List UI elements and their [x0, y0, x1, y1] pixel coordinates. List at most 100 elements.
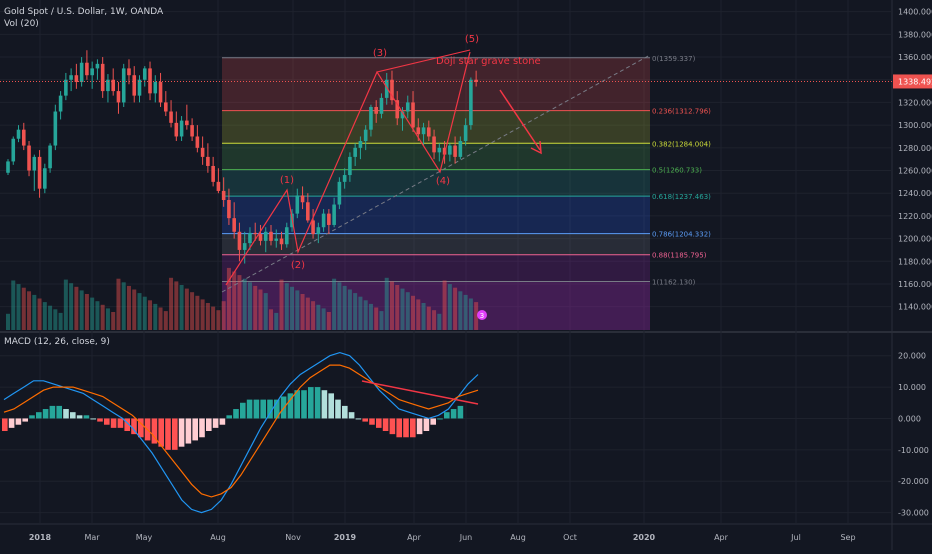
dashed-trend-line[interactable]: [221, 54, 651, 293]
candle-body: [27, 145, 31, 171]
macd-histogram-bar: [396, 418, 402, 438]
volume-bar: [368, 303, 373, 330]
fib-zone: [222, 233, 650, 255]
candle-body: [405, 102, 410, 112]
candle-body: [248, 232, 252, 244]
macd-histogram-bar: [342, 405, 348, 419]
candle-body: [258, 234, 263, 241]
candle-body: [295, 195, 300, 214]
volume-bar: [284, 283, 289, 330]
wave-label: (4): [436, 176, 450, 187]
volume-bar: [447, 284, 452, 330]
forecast-arrow: [499, 89, 541, 151]
volume-bar: [347, 289, 352, 330]
volume-bar: [121, 282, 126, 330]
candle-body: [348, 156, 352, 176]
volume-legend[interactable]: Vol (20): [4, 19, 39, 29]
trend-line[interactable]: [221, 54, 651, 293]
macd-histogram-bar: [212, 418, 219, 428]
macd-tick-label: -10.000: [898, 446, 929, 455]
event-badge-count: 3: [480, 312, 484, 320]
macd-histogram-bar: [423, 418, 430, 431]
time-tick-label: 2018: [29, 533, 52, 542]
candle-body: [369, 106, 373, 130]
volume-bar: [474, 302, 479, 330]
macd-histogram-bar: [104, 418, 110, 425]
signal-line: [3, 364, 479, 498]
volume-bar: [184, 288, 189, 330]
candle-body: [306, 202, 310, 221]
macd-histogram-bar: [90, 418, 96, 420]
macd-histogram-bar: [437, 418, 443, 420]
candle-body: [221, 190, 226, 201]
macd-histogram-bar: [22, 418, 28, 422]
volume-bar: [416, 299, 421, 330]
volume-bar: [326, 312, 331, 330]
price-tick-label: 1300.000: [898, 121, 932, 130]
symbol-legend[interactable]: Gold Spot / U.S. Dollar, 1W, OANDA: [4, 7, 164, 17]
candle-body: [200, 147, 205, 157]
volume-bar: [221, 301, 226, 330]
macd-histogram-bar: [97, 418, 103, 422]
macd-indicator: [2, 351, 479, 514]
volume-bar: [6, 313, 10, 330]
volume-bar: [100, 304, 105, 330]
volume-bar: [463, 294, 468, 330]
time-tick-label: Jul: [790, 533, 801, 542]
volume-bars: [6, 267, 479, 330]
macd-histogram-bar: [430, 418, 436, 425]
candle-body: [127, 68, 131, 76]
candle-body: [211, 165, 215, 182]
candle-body: [232, 218, 236, 232]
volume-bar: [16, 284, 21, 330]
candlestick-series: [6, 50, 478, 264]
candle-body: [474, 79, 478, 83]
volume-bar: [153, 303, 158, 330]
macd-histogram-bar: [450, 409, 457, 419]
volume-bar: [305, 297, 310, 330]
candle-body: [148, 68, 152, 94]
macd-histogram-bar: [314, 387, 321, 419]
divergence-line: [361, 380, 479, 405]
volume-bar: [90, 297, 95, 330]
candle-body: [279, 238, 284, 245]
volume-bar: [195, 295, 200, 330]
volume-bar: [374, 307, 379, 330]
volume-bar: [405, 292, 410, 330]
candle-body: [400, 111, 405, 119]
macd-tick-label: -30.000: [898, 509, 929, 518]
elliott-wave-drawing[interactable]: (1) (2) (3) (4) (5) Doji star grave stone 3: [225, 34, 542, 320]
volume-bar: [468, 298, 473, 330]
macd-histogram-bar: [321, 390, 328, 419]
price-tick-label: 1140.000: [898, 303, 932, 312]
macd-histogram-bar: [416, 418, 423, 435]
candle-body: [58, 95, 63, 112]
volume-bar: [458, 291, 463, 330]
candle-body: [337, 181, 342, 205]
time-tick-label: Oct: [563, 533, 577, 542]
candle-body: [190, 125, 194, 137]
macd-legend[interactable]: MACD (12, 26, close, 9): [4, 337, 110, 347]
last-price-label: 1338.492: [898, 77, 932, 86]
volume-bar: [316, 304, 321, 330]
macd-histogram-bar: [253, 399, 260, 419]
candle-body: [416, 127, 421, 135]
volume-bar: [379, 311, 384, 330]
wave-label: (5): [465, 34, 479, 45]
time-tick-label: Aug: [210, 533, 226, 542]
candle-body: [32, 156, 37, 171]
volume-bar: [200, 299, 205, 330]
fib-level-label: 1(1162.130): [652, 279, 696, 287]
candle-body: [21, 129, 26, 146]
fibonacci-retracement[interactable]: 0(1359.337) 0.236(1312.796) 0.382(1284.004…: [222, 55, 711, 330]
macd-histogram-bar: [301, 390, 307, 419]
macd-tick-label: -20.000: [898, 477, 929, 486]
macd-line: [3, 351, 479, 514]
macd-histogram-bar: [110, 418, 117, 428]
volume-bar: [74, 286, 79, 330]
candle-body: [300, 195, 305, 203]
candle-body: [263, 231, 268, 241]
volume-bar: [27, 291, 32, 330]
candle-body: [374, 106, 378, 114]
